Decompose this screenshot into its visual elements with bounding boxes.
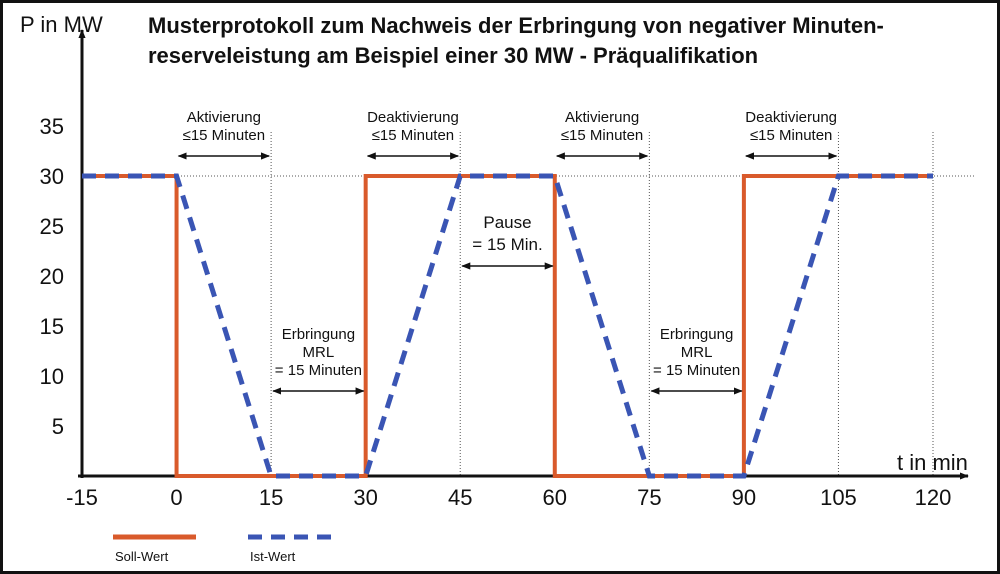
annotation-label: Deaktivierung	[367, 109, 459, 126]
tick-labels-layer: -15 0 15 30 45 60 75 90 105 120 5 10 15 20 25 30 35	[40, 114, 952, 510]
grid-layer	[82, 132, 975, 476]
y-tick-label: 10	[40, 364, 64, 389]
annotation-label: MRL	[681, 344, 713, 361]
y-tick-label: 30	[40, 164, 64, 189]
y-tick-label: 15	[40, 314, 64, 339]
x-axis-label: t in min	[897, 450, 968, 475]
x-tick-label: 30	[353, 485, 377, 510]
annotation-label: Erbringung	[660, 326, 733, 343]
series-line-ist-wert	[82, 173, 933, 479]
y-axis-label: P in MW	[20, 12, 103, 37]
chart-title-line-1: Musterprotokoll zum Nachweis der Erbring…	[148, 13, 884, 38]
y-tick-label: 20	[40, 264, 64, 289]
y-tick-label: 35	[40, 114, 64, 139]
legend-label-soll-wert: Soll-Wert	[115, 549, 169, 564]
x-tick-label: 15	[259, 485, 283, 510]
x-tick-label: 75	[637, 485, 661, 510]
annotation-label: Aktivierung	[187, 109, 261, 126]
annotation-label: Deaktivierung	[745, 109, 837, 126]
legend: Soll-Wert Ist-Wert	[113, 534, 334, 564]
x-tick-label: 60	[543, 485, 567, 510]
x-tick-label: 105	[820, 485, 857, 510]
x-tick-label: 0	[170, 485, 182, 510]
y-tick-label: 5	[52, 414, 64, 439]
series-layer	[82, 173, 933, 479]
axes-layer	[78, 29, 969, 480]
annotation-label: = 15 Min.	[472, 235, 542, 254]
annotation-label: ≤15 Minuten	[561, 127, 643, 144]
annotation-label: Pause	[483, 213, 531, 232]
legend-label-ist-wert: Ist-Wert	[250, 549, 296, 564]
annotation-label: ≤15 Minuten	[750, 127, 832, 144]
x-tick-label: 120	[915, 485, 952, 510]
annotation-label: ≤15 Minuten	[372, 127, 454, 144]
annotation-label: ≤15 Minuten	[183, 127, 265, 144]
y-tick-label: 25	[40, 214, 64, 239]
annotation-label: = 15 Minuten	[653, 362, 740, 379]
chart-title-line-2: reserveleistung am Beispiel einer 30 MW …	[148, 43, 758, 68]
x-tick-label: -15	[66, 485, 98, 510]
annotation-label: MRL	[303, 344, 335, 361]
x-tick-label: 45	[448, 485, 472, 510]
annotation-label: = 15 Minuten	[275, 362, 362, 379]
annotation-label: Aktivierung	[565, 109, 639, 126]
annotation-label: Erbringung	[282, 326, 355, 343]
x-tick-label: 90	[732, 485, 756, 510]
